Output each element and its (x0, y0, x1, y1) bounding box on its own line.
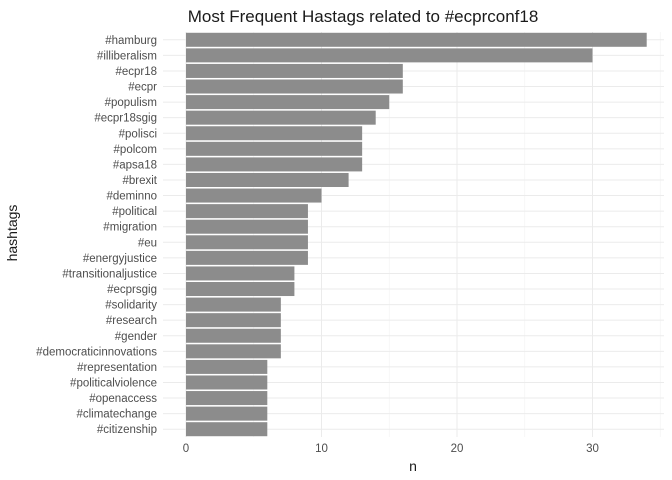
bar (186, 110, 376, 125)
y-tick-label: #ecpr18sgig (94, 113, 157, 125)
bar (186, 48, 593, 63)
y-tick-label: #polisci (119, 128, 157, 140)
y-tick-label: #transitionaljustice (62, 268, 157, 280)
y-tick-label: #energyjustice (83, 253, 157, 265)
x-tick-label: 0 (183, 443, 189, 455)
bar (186, 157, 363, 172)
chart-title: Most Frequent Hastags related to #ecprco… (188, 7, 539, 26)
bar (186, 95, 390, 110)
bar (186, 250, 308, 265)
bar (186, 406, 268, 421)
y-tick-label: #politicalviolence (70, 377, 157, 389)
bar (186, 375, 268, 390)
y-tick-label: #citizenship (97, 424, 157, 436)
x-axis-title: n (409, 458, 417, 474)
bars (186, 32, 647, 437)
bar (186, 63, 403, 78)
y-tick-label: #climatechange (76, 409, 157, 421)
bar (186, 172, 349, 187)
x-tick-label: 10 (315, 443, 328, 455)
bar (186, 79, 403, 94)
bar (186, 422, 268, 437)
bar (186, 313, 281, 328)
y-tick-label: #polcom (114, 144, 157, 156)
y-axis-title: hashtags (4, 205, 20, 262)
bar (186, 219, 308, 234)
bar (186, 359, 268, 374)
y-tick-label: #hamburg (105, 35, 157, 47)
y-tick-label: #illiberalism (97, 50, 157, 62)
y-axis-tick-labels: #hamburg #illiberalism #ecpr18 #ecpr #populi… (36, 35, 158, 436)
bar (186, 32, 647, 47)
bar (186, 266, 295, 281)
y-tick-label: #representation (77, 362, 157, 374)
bar (186, 141, 363, 156)
bar (186, 204, 308, 219)
y-tick-label: #ecprsgig (107, 284, 157, 296)
y-tick-label: #solidarity (105, 300, 157, 312)
x-tick-label: 20 (451, 443, 464, 455)
bar (186, 344, 281, 359)
bar (186, 391, 268, 406)
bar (186, 235, 308, 250)
bar (186, 297, 281, 312)
bar (186, 328, 281, 343)
y-tick-label: #ecpr18 (115, 66, 157, 78)
bar (186, 188, 322, 203)
bar (186, 282, 295, 297)
y-tick-label: #political (112, 206, 157, 218)
y-tick-label: #populism (105, 97, 157, 109)
x-tick-label: 30 (586, 443, 599, 455)
y-tick-label: #migration (103, 222, 157, 234)
x-axis-tick-labels: 0 10 20 30 (183, 443, 599, 455)
y-tick-label: #deminno (106, 191, 157, 203)
y-tick-label: #apsa18 (113, 159, 157, 171)
y-tick-label: #gender (115, 331, 157, 343)
bar (186, 126, 363, 141)
y-tick-label: #democraticinnovations (36, 346, 157, 358)
y-tick-label: #brexit (122, 175, 157, 187)
y-tick-label: #eu (138, 237, 157, 249)
y-tick-label: #openaccess (89, 393, 157, 405)
y-tick-label: #ecpr (128, 82, 157, 94)
y-tick-label: #research (106, 315, 157, 327)
